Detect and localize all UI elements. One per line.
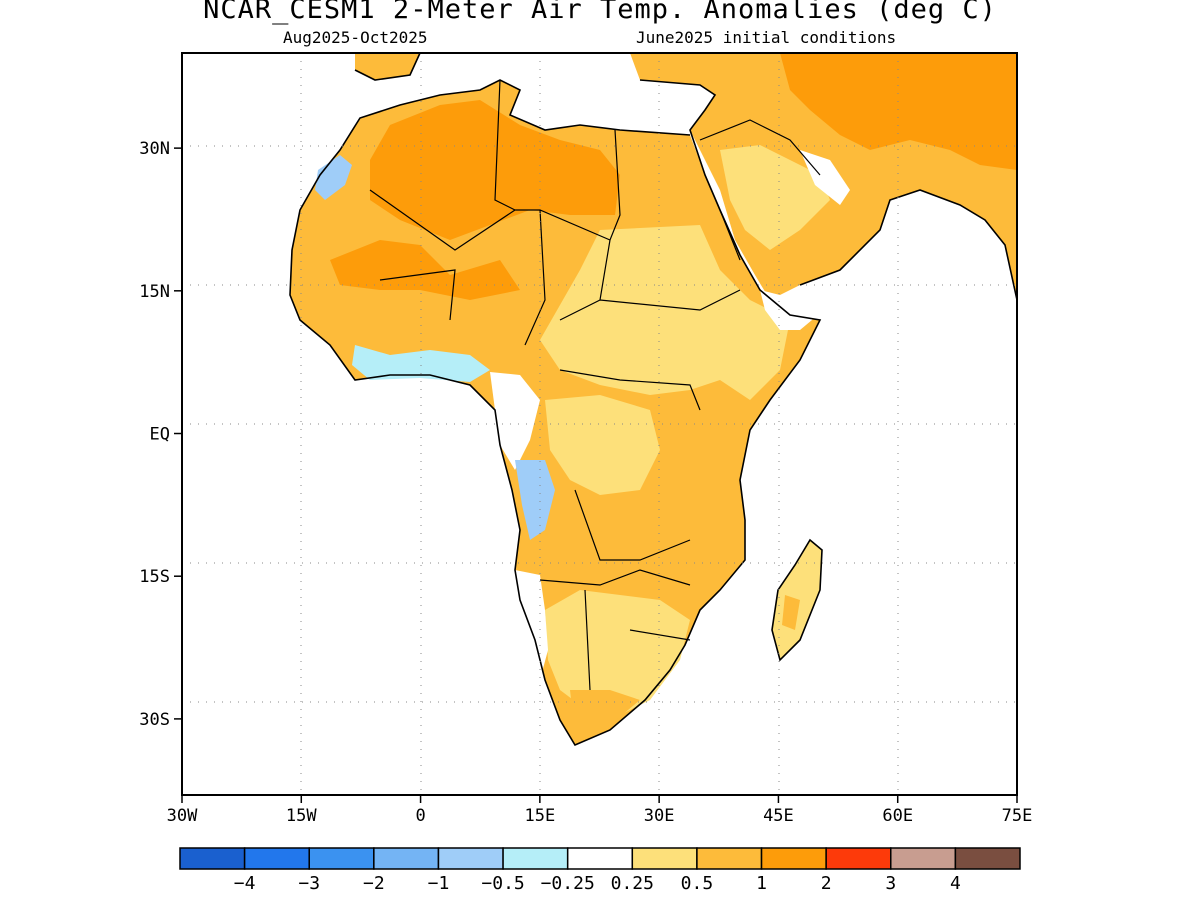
- lon-tick-label: 15W: [286, 806, 317, 826]
- colorbar-swatch: [179, 847, 246, 870]
- lat-tick-label: 15N: [139, 282, 170, 302]
- colorbar-label: 1: [756, 873, 767, 894]
- colorbar-swatch: [566, 847, 634, 870]
- gulf-guinea-white: [490, 372, 540, 470]
- colorbar-swatch: [631, 847, 698, 870]
- colorbar-label: 2: [821, 873, 832, 894]
- anomaly-field: [289, 53, 1017, 747]
- colorbar-swatch: [502, 847, 569, 870]
- colorbar: −4 −3 −2 −1 −0.5 −0.25 0.25 0.5 1 2 3 4: [179, 847, 1021, 894]
- asia-anomaly-1to2: [780, 53, 1017, 170]
- sahel-anomaly-1to2: [330, 240, 520, 300]
- lon-tick-label: 45E: [763, 806, 794, 826]
- lat-tick-label: 30S: [139, 710, 170, 730]
- colorbar-label: −2: [363, 873, 385, 894]
- southern-orange-patch: [570, 690, 640, 735]
- lon-tick-label: 75E: [1002, 806, 1033, 826]
- gulf-white: [800, 150, 850, 205]
- madagascar-coast: [771, 538, 823, 662]
- colorbar-label: −0.5: [481, 873, 524, 894]
- lon-tick-label: 15E: [524, 806, 555, 826]
- forecast-period: Aug2025-Oct2025: [283, 28, 428, 47]
- lat-tick-label: 15S: [139, 567, 170, 587]
- madagascar-orange: [782, 595, 800, 630]
- southern-africa-anomaly-05: [545, 590, 690, 720]
- colorbar-swatch: [437, 847, 504, 870]
- lon-tick-label: 60E: [882, 806, 913, 826]
- axis-ticks: 30N 15N EQ 15S 30S 30W 15W 0 15E 30E 45E 60E 75E: [139, 139, 1032, 826]
- colorbar-label: −4: [234, 873, 256, 894]
- map-title: NCAR_CESM1 2-Meter Air Temp. Anomalies (…: [203, 0, 997, 25]
- plot-frame: [181, 52, 1018, 796]
- colorbar-label: −3: [298, 873, 320, 894]
- west-sahara-cool: [315, 155, 352, 200]
- colorbar-swatch: [954, 847, 1021, 870]
- horn-white: [760, 290, 830, 330]
- sahara-anomaly-1to2: [370, 100, 620, 240]
- colorbar-swatch: [696, 847, 763, 870]
- central-africa-anomaly-05: [540, 225, 790, 400]
- lon-tick-label: 30E: [644, 806, 675, 826]
- borders: [369, 79, 821, 691]
- arabia-anomaly-05: [720, 145, 830, 250]
- colorbar-label: 0.25: [611, 873, 654, 894]
- colorbar-label: 0.5: [681, 873, 714, 894]
- angola-coast-cool: [515, 460, 555, 540]
- eurasia-land: [355, 53, 420, 80]
- lon-tick-label: 0: [415, 806, 425, 826]
- colorbar-label: 3: [885, 873, 896, 894]
- colorbar-swatch: [760, 847, 827, 870]
- colorbar-swatch: [373, 847, 440, 870]
- lat-tick-label: EQ: [150, 425, 170, 445]
- colorbar-swatch: [825, 847, 892, 870]
- colorbar-label: 4: [950, 873, 961, 894]
- colorbar-swatch: [890, 847, 957, 870]
- colorbar-swatch: [243, 847, 310, 870]
- congo-anomaly-05: [545, 395, 660, 495]
- colorbar-label: −1: [428, 873, 450, 894]
- lon-tick-label: 30W: [167, 806, 198, 826]
- colorbar-label: −0.25: [541, 873, 595, 894]
- initial-conditions: June2025 initial conditions: [636, 28, 897, 47]
- lat-tick-label: 30N: [139, 139, 170, 159]
- colorbar-swatch: [308, 847, 375, 870]
- coastline: [289, 53, 1017, 747]
- gulf-guinea-cool: [352, 345, 490, 382]
